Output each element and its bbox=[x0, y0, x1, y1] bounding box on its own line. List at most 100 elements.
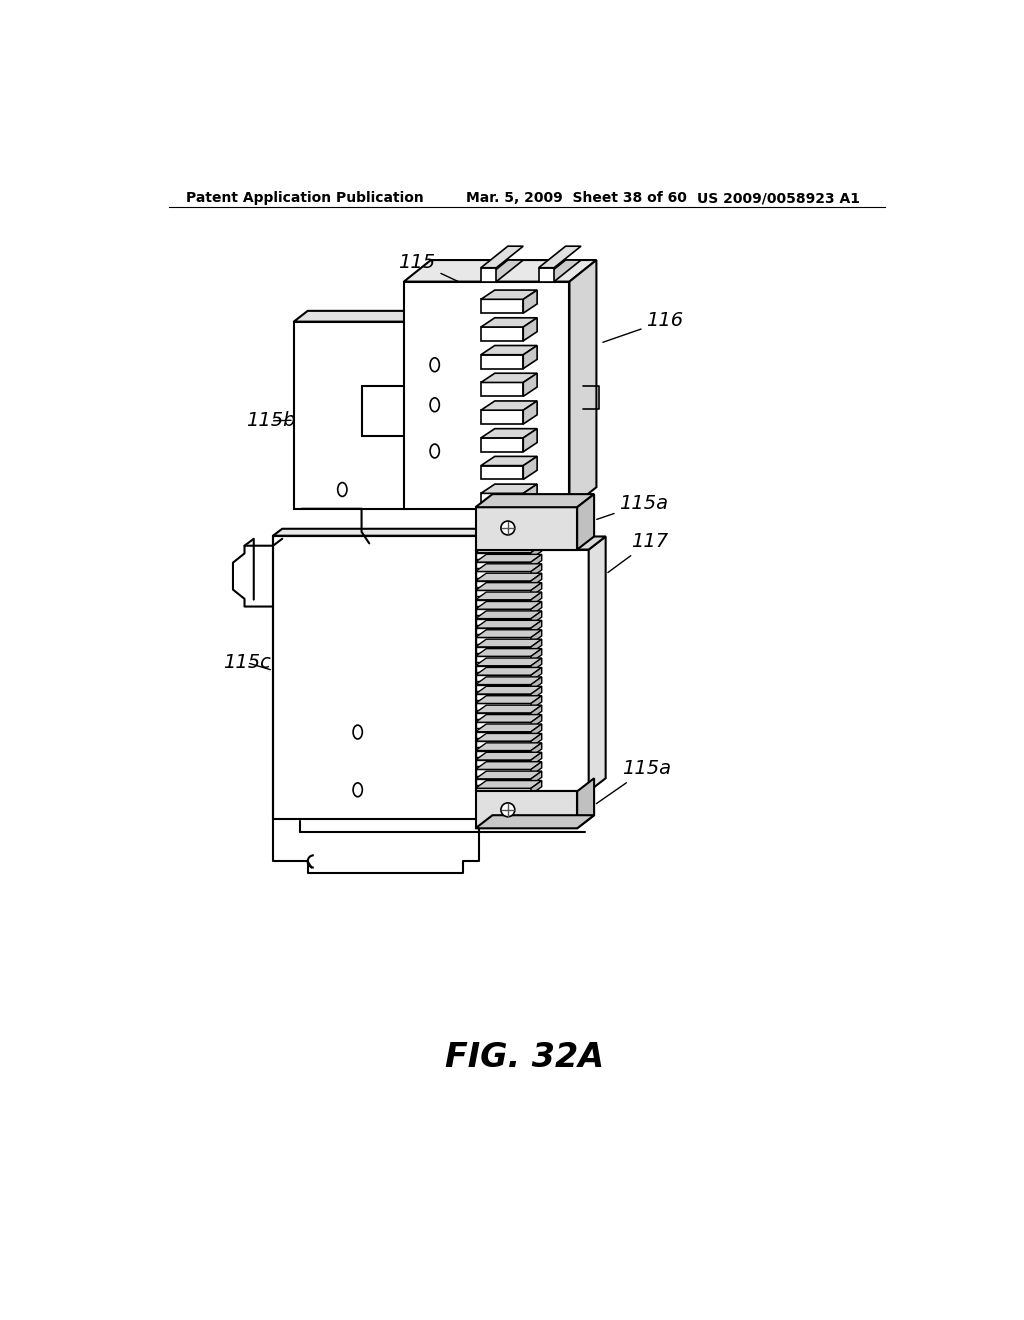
Polygon shape bbox=[481, 318, 538, 327]
Polygon shape bbox=[481, 494, 523, 507]
Polygon shape bbox=[475, 630, 542, 638]
Polygon shape bbox=[475, 659, 542, 665]
Polygon shape bbox=[475, 647, 531, 653]
Polygon shape bbox=[294, 322, 408, 508]
Polygon shape bbox=[481, 346, 538, 355]
Polygon shape bbox=[523, 484, 538, 507]
Ellipse shape bbox=[501, 803, 515, 817]
Polygon shape bbox=[403, 260, 596, 281]
Polygon shape bbox=[531, 734, 542, 747]
Polygon shape bbox=[475, 564, 542, 572]
Polygon shape bbox=[531, 630, 542, 644]
Polygon shape bbox=[475, 731, 531, 738]
Text: 115a: 115a bbox=[597, 494, 669, 519]
Polygon shape bbox=[531, 620, 542, 634]
Polygon shape bbox=[523, 318, 538, 341]
Polygon shape bbox=[539, 268, 554, 281]
Polygon shape bbox=[475, 696, 542, 704]
Polygon shape bbox=[481, 411, 523, 424]
Polygon shape bbox=[531, 723, 542, 738]
Polygon shape bbox=[403, 281, 569, 508]
Polygon shape bbox=[481, 246, 523, 268]
Polygon shape bbox=[475, 668, 542, 675]
Polygon shape bbox=[475, 714, 542, 722]
Polygon shape bbox=[523, 429, 538, 451]
Polygon shape bbox=[475, 685, 531, 690]
Polygon shape bbox=[475, 638, 531, 644]
Polygon shape bbox=[273, 529, 487, 536]
Polygon shape bbox=[481, 429, 538, 438]
Polygon shape bbox=[475, 760, 531, 766]
Polygon shape bbox=[475, 573, 542, 581]
Polygon shape bbox=[475, 602, 542, 610]
Polygon shape bbox=[589, 536, 605, 792]
Polygon shape bbox=[531, 696, 542, 710]
Polygon shape bbox=[475, 713, 531, 719]
Text: US 2009/0058923 A1: US 2009/0058923 A1 bbox=[696, 191, 859, 206]
Ellipse shape bbox=[430, 358, 439, 372]
Ellipse shape bbox=[430, 397, 439, 412]
Polygon shape bbox=[475, 545, 542, 553]
Polygon shape bbox=[531, 545, 542, 558]
Polygon shape bbox=[481, 300, 523, 313]
Polygon shape bbox=[475, 648, 542, 656]
Polygon shape bbox=[578, 779, 594, 829]
Polygon shape bbox=[475, 741, 531, 747]
Polygon shape bbox=[481, 374, 538, 383]
Polygon shape bbox=[481, 401, 538, 411]
Ellipse shape bbox=[430, 444, 439, 458]
Polygon shape bbox=[475, 792, 578, 829]
Polygon shape bbox=[481, 484, 538, 494]
Polygon shape bbox=[475, 771, 542, 779]
Ellipse shape bbox=[353, 725, 362, 739]
Polygon shape bbox=[475, 743, 542, 751]
Text: 116: 116 bbox=[603, 312, 684, 342]
Polygon shape bbox=[531, 743, 542, 756]
Polygon shape bbox=[475, 762, 542, 770]
Polygon shape bbox=[475, 675, 531, 681]
Polygon shape bbox=[523, 346, 538, 368]
Polygon shape bbox=[475, 780, 542, 788]
Polygon shape bbox=[523, 401, 538, 424]
Polygon shape bbox=[475, 639, 542, 647]
Polygon shape bbox=[539, 260, 581, 281]
Polygon shape bbox=[475, 494, 594, 507]
Polygon shape bbox=[475, 590, 531, 597]
Text: 117: 117 bbox=[608, 532, 669, 573]
Ellipse shape bbox=[353, 783, 362, 797]
Polygon shape bbox=[475, 779, 531, 785]
Polygon shape bbox=[475, 704, 531, 710]
Polygon shape bbox=[531, 659, 542, 672]
Polygon shape bbox=[531, 564, 542, 578]
Polygon shape bbox=[475, 572, 531, 578]
Polygon shape bbox=[531, 771, 542, 785]
Text: 115b: 115b bbox=[246, 412, 296, 430]
Polygon shape bbox=[475, 599, 531, 606]
Polygon shape bbox=[539, 246, 581, 268]
Text: 115a: 115a bbox=[596, 759, 671, 804]
Polygon shape bbox=[475, 581, 531, 587]
Polygon shape bbox=[475, 620, 542, 628]
Polygon shape bbox=[475, 677, 542, 685]
Polygon shape bbox=[475, 734, 542, 741]
Polygon shape bbox=[531, 752, 542, 766]
Polygon shape bbox=[475, 536, 605, 549]
Polygon shape bbox=[475, 694, 531, 700]
Polygon shape bbox=[481, 383, 523, 396]
Polygon shape bbox=[523, 457, 538, 479]
Polygon shape bbox=[475, 665, 531, 672]
Polygon shape bbox=[475, 656, 531, 663]
Polygon shape bbox=[475, 619, 531, 624]
Polygon shape bbox=[531, 573, 542, 587]
Text: 115: 115 bbox=[398, 252, 459, 282]
Polygon shape bbox=[531, 611, 542, 624]
Polygon shape bbox=[531, 602, 542, 615]
Polygon shape bbox=[475, 549, 589, 792]
Polygon shape bbox=[523, 374, 538, 396]
Polygon shape bbox=[523, 290, 538, 313]
Polygon shape bbox=[475, 582, 542, 590]
Polygon shape bbox=[475, 553, 531, 558]
Polygon shape bbox=[531, 554, 542, 568]
Ellipse shape bbox=[501, 521, 515, 535]
Polygon shape bbox=[531, 686, 542, 700]
